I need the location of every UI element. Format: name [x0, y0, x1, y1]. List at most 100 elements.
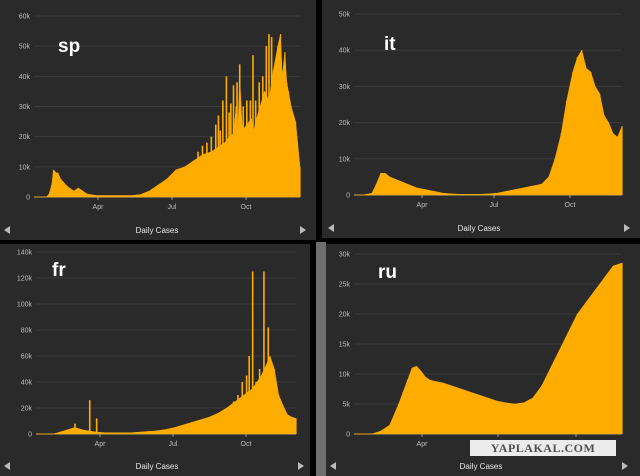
- bar-fr: [78, 428, 80, 434]
- y-tick-label: 140k: [17, 250, 33, 257]
- chart-title-ru: ru: [378, 262, 397, 283]
- bar-sp: [95, 195, 97, 197]
- bar-sp: [113, 195, 115, 197]
- scroll-right-icon[interactable]: [622, 462, 628, 470]
- bar-sp: [86, 193, 88, 197]
- bar-it: [393, 178, 395, 195]
- bar-it: [398, 180, 400, 195]
- spike-bar-sp: [206, 142, 208, 197]
- spike-bar-fr: [237, 395, 239, 434]
- bar-it: [496, 193, 498, 195]
- bar-it: [371, 193, 373, 195]
- panel-divider: [316, 242, 326, 476]
- bar-it: [566, 100, 568, 195]
- bar-it: [442, 193, 444, 195]
- bar-ru: [415, 366, 418, 434]
- x-tick-label: Oct: [241, 441, 252, 448]
- bar-sp: [284, 52, 286, 198]
- chart-svg-fr: 0 20k 40k 60k 80k 100k 120k 140k Apr Jul Oct: [17, 250, 297, 448]
- bar-it: [375, 184, 377, 195]
- x-tick-label: Apr: [417, 441, 429, 448]
- bar-sp: [73, 190, 75, 197]
- x-axis-label-fr: Daily Cases: [135, 462, 179, 471]
- x-tick-label: Jul: [490, 202, 499, 209]
- bar-it: [603, 115, 605, 195]
- scroll-left-icon[interactable]: [328, 224, 334, 232]
- bar-sp: [52, 169, 55, 197]
- bar-fr: [282, 405, 284, 434]
- y-tick-label: 25k: [339, 282, 351, 289]
- bar-fr: [122, 432, 124, 434]
- bar-fr: [265, 366, 267, 434]
- spike-bar-sp: [277, 70, 279, 197]
- y-tick-label: 100k: [17, 302, 33, 309]
- bar-sp: [122, 195, 124, 197]
- bar-ru: [429, 380, 431, 434]
- bar-sp: [62, 181, 64, 197]
- y-tick-label: 10k: [339, 372, 351, 379]
- spike-bar-sp: [289, 145, 292, 197]
- bar-sp: [130, 195, 133, 197]
- bar-ru: [478, 395, 480, 434]
- bar-it: [469, 194, 471, 195]
- spike-bar-sp: [222, 100, 224, 197]
- bar-fr: [156, 430, 158, 434]
- bar-it: [541, 184, 543, 195]
- bar-it: [616, 137, 619, 195]
- bar-fr: [83, 430, 85, 434]
- bar-sp: [235, 106, 237, 197]
- bar-sp: [290, 106, 292, 197]
- spike-bar-fr: [267, 327, 270, 434]
- bar-sp: [60, 178, 62, 197]
- bar-fr: [182, 424, 184, 434]
- bar-it: [460, 194, 462, 195]
- spike-bar-sp: [265, 46, 268, 197]
- spike-bar-sp: [238, 64, 241, 198]
- bar-fr: [278, 395, 280, 434]
- bar-it: [594, 86, 596, 195]
- bar-ru: [532, 398, 534, 434]
- bar-sp: [57, 172, 59, 197]
- scroll-left-icon[interactable]: [4, 462, 10, 470]
- spike-bar-sp: [254, 100, 257, 197]
- bar-ru: [469, 392, 471, 434]
- spike-bar-sp: [270, 37, 273, 197]
- x-tick-label: Oct: [565, 202, 576, 209]
- bar-sp: [77, 187, 79, 197]
- spike-bar-fr: [248, 356, 250, 434]
- scroll-right-icon[interactable]: [624, 224, 630, 232]
- bar-fr: [113, 432, 115, 434]
- bar-fr: [139, 432, 141, 434]
- scroll-left-icon[interactable]: [4, 226, 10, 234]
- spike-bar-fr: [251, 271, 254, 434]
- bar-sp: [175, 169, 177, 197]
- bar-sp: [157, 184, 159, 197]
- bar-it: [612, 133, 614, 195]
- bar-ru: [549, 368, 552, 434]
- spike-bar-sp: [292, 166, 295, 197]
- scroll-right-icon[interactable]: [298, 462, 304, 470]
- spike-bar-sp: [268, 34, 270, 197]
- bar-sp: [224, 142, 226, 197]
- bar-sp: [241, 130, 243, 197]
- spike-bar-sp: [197, 151, 199, 197]
- scroll-right-icon[interactable]: [300, 226, 306, 234]
- bar-ru: [523, 402, 525, 434]
- bar-sp: [193, 160, 195, 197]
- scroll-left-icon[interactable]: [330, 462, 336, 470]
- bar-sp: [55, 172, 57, 197]
- bar-it: [590, 71, 592, 195]
- spike-bar-fr: [232, 401, 235, 434]
- bar-fr: [260, 375, 262, 434]
- bar-fr: [200, 419, 202, 434]
- bar-sp: [259, 106, 261, 197]
- bar-sp: [139, 194, 141, 197]
- spike-bar-sp: [217, 115, 220, 197]
- bar-ru: [389, 425, 391, 434]
- y-tick-label: 20k: [339, 312, 351, 319]
- bar-it: [487, 193, 489, 195]
- bar-fr: [174, 427, 176, 434]
- bar-it: [424, 189, 427, 195]
- bar-it: [389, 176, 391, 195]
- bar-sp: [237, 130, 239, 197]
